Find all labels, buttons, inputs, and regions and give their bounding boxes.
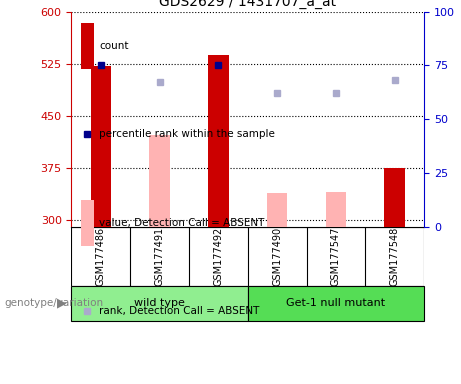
Text: percentile rank within the sample: percentile rank within the sample	[99, 129, 275, 139]
Text: Get-1 null mutant: Get-1 null mutant	[286, 298, 385, 308]
Text: GSM177547: GSM177547	[331, 227, 341, 286]
Bar	[90, 66, 111, 227]
Bar	[71, 286, 248, 321]
Text: GSM177486: GSM177486	[96, 227, 106, 286]
Text: GSM177490: GSM177490	[272, 227, 282, 286]
Bar	[248, 286, 424, 321]
Text: GSM177492: GSM177492	[213, 227, 224, 286]
Text: ▶: ▶	[58, 297, 67, 310]
Bar	[267, 193, 288, 227]
Text: value, Detection Call = ABSENT: value, Detection Call = ABSENT	[99, 218, 265, 228]
Text: genotype/variation: genotype/variation	[5, 298, 104, 308]
Title: GDS2629 / 1431707_a_at: GDS2629 / 1431707_a_at	[159, 0, 337, 9]
Bar	[325, 192, 346, 227]
Text: rank, Detection Call = ABSENT: rank, Detection Call = ABSENT	[99, 306, 260, 316]
Bar	[384, 167, 405, 227]
Text: GSM177548: GSM177548	[390, 227, 400, 286]
Text: wild type: wild type	[134, 298, 185, 308]
Text: count: count	[99, 41, 129, 51]
Bar	[149, 135, 170, 227]
Text: GSM177491: GSM177491	[154, 227, 165, 286]
Bar	[208, 55, 229, 227]
